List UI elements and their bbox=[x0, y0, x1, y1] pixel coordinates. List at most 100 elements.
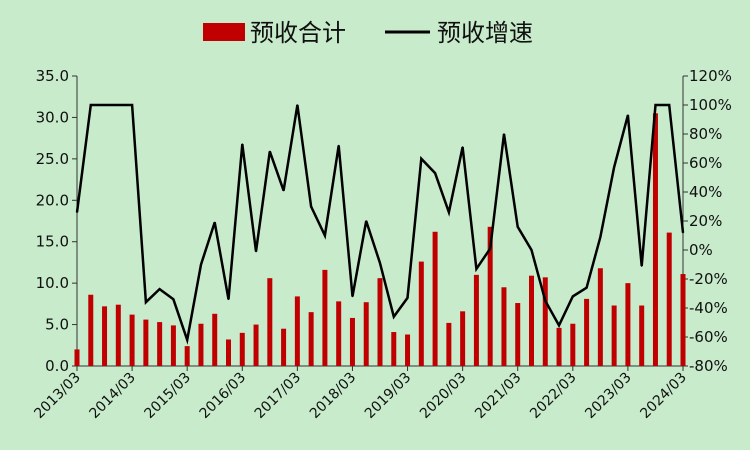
bar bbox=[239, 332, 245, 366]
bar bbox=[487, 226, 493, 366]
bar bbox=[556, 327, 562, 366]
bar bbox=[170, 325, 176, 366]
bar bbox=[363, 302, 369, 366]
bar bbox=[584, 298, 590, 366]
bar bbox=[281, 328, 287, 366]
y-left-tick-label: 0.0 bbox=[45, 357, 69, 375]
bar bbox=[473, 274, 479, 366]
bar bbox=[336, 301, 342, 366]
bar bbox=[666, 232, 672, 366]
growth-point bbox=[613, 166, 615, 169]
bar bbox=[157, 322, 163, 366]
y-left-tick-label: 35.0 bbox=[36, 67, 69, 85]
growth-point bbox=[627, 114, 629, 116]
bar bbox=[322, 269, 328, 366]
growth-point bbox=[379, 262, 381, 264]
growth-point bbox=[269, 150, 271, 153]
bar bbox=[198, 323, 204, 366]
bar bbox=[680, 274, 686, 366]
growth-point bbox=[475, 268, 478, 270]
growth-point bbox=[434, 172, 436, 174]
growth-point bbox=[406, 297, 409, 299]
growth-point bbox=[351, 295, 354, 298]
bar bbox=[226, 339, 231, 366]
growth-point bbox=[461, 146, 464, 148]
growth-point bbox=[682, 231, 684, 234]
bar bbox=[652, 113, 658, 367]
bar bbox=[349, 317, 355, 366]
growth-point bbox=[530, 249, 533, 251]
bar bbox=[611, 305, 617, 366]
y-right-tick-label: 60% bbox=[689, 154, 722, 172]
bar bbox=[267, 278, 273, 366]
y-left-tick-label: 20.0 bbox=[36, 191, 69, 209]
growth-point bbox=[640, 265, 643, 267]
bar bbox=[515, 303, 521, 366]
growth-point bbox=[489, 247, 491, 250]
growth-point bbox=[227, 298, 230, 301]
growth-point bbox=[117, 104, 120, 106]
growth-point bbox=[296, 104, 299, 106]
bar bbox=[542, 277, 548, 366]
bar bbox=[253, 324, 259, 366]
y-right-tick-label: 0% bbox=[689, 241, 713, 259]
growth-point bbox=[599, 236, 602, 238]
y-left-tick-label: 25.0 bbox=[36, 150, 69, 168]
bar bbox=[529, 275, 534, 366]
bar bbox=[88, 294, 94, 366]
growth-point bbox=[89, 104, 92, 106]
y-right-tick-label: -40% bbox=[689, 299, 728, 317]
bar bbox=[212, 313, 218, 366]
growth-point bbox=[145, 301, 147, 304]
bar bbox=[432, 231, 438, 366]
bar bbox=[74, 349, 80, 366]
y-right-tick-label: -20% bbox=[689, 270, 728, 288]
y-left-tick-label: 5.0 bbox=[45, 316, 69, 334]
y-right-tick-label: 20% bbox=[689, 212, 722, 230]
growth-point bbox=[76, 211, 78, 214]
growth-point bbox=[241, 143, 244, 145]
growth-point bbox=[255, 250, 257, 253]
y-right-tick-label: 80% bbox=[689, 125, 722, 143]
growth-point bbox=[544, 299, 547, 302]
growth-point bbox=[516, 226, 519, 228]
growth-point bbox=[503, 133, 505, 135]
bar bbox=[308, 312, 314, 366]
growth-point bbox=[213, 221, 216, 224]
bar bbox=[294, 296, 300, 366]
y-right-tick-label: -80% bbox=[689, 357, 728, 375]
y-left-tick-label: 15.0 bbox=[36, 233, 69, 251]
y-right-tick-label: -60% bbox=[689, 328, 728, 346]
bar bbox=[446, 322, 452, 366]
bar bbox=[418, 261, 424, 366]
growth-point bbox=[337, 144, 340, 147]
bar-series bbox=[74, 113, 686, 367]
bar bbox=[639, 305, 645, 366]
bar bbox=[143, 319, 149, 366]
growth-point bbox=[558, 324, 560, 327]
bar bbox=[625, 283, 631, 366]
growth-point bbox=[668, 104, 671, 106]
growth-point bbox=[572, 295, 574, 298]
legend-bar-swatch bbox=[203, 23, 245, 41]
legend-line-label: 预收增速 bbox=[437, 19, 533, 47]
bar bbox=[129, 314, 135, 366]
bar bbox=[102, 306, 108, 366]
y-left-tick-label: 30.0 bbox=[36, 108, 69, 126]
bar bbox=[405, 334, 411, 366]
bar bbox=[460, 311, 466, 366]
growth-point bbox=[103, 104, 106, 106]
bar bbox=[501, 287, 507, 366]
bar bbox=[184, 346, 190, 366]
bar bbox=[115, 304, 121, 366]
growth-point bbox=[392, 315, 395, 318]
growth-point bbox=[585, 286, 588, 289]
growth-point bbox=[158, 288, 161, 290]
growth-point bbox=[324, 234, 326, 237]
growth-point bbox=[448, 211, 450, 214]
y-right-tick-label: 100% bbox=[689, 96, 732, 114]
growth-point bbox=[186, 339, 188, 341]
